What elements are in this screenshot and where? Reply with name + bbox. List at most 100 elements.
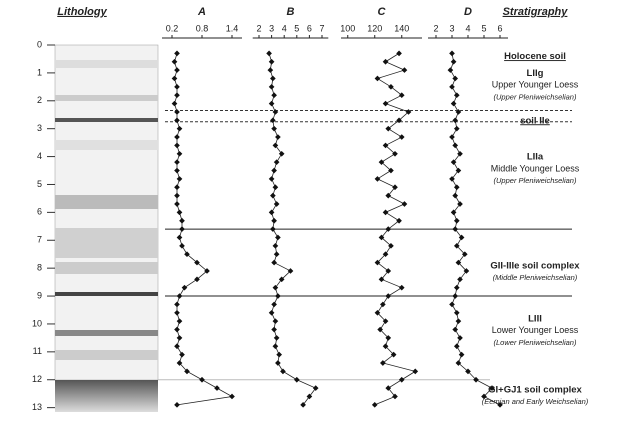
data-point bbox=[275, 234, 281, 241]
x-tick-label: 1.4 bbox=[226, 23, 239, 33]
x-tick-label: 7 bbox=[319, 23, 324, 33]
data-point bbox=[270, 226, 276, 232]
data-point bbox=[194, 276, 200, 283]
unit-name: LIIa bbox=[527, 152, 544, 163]
data-point bbox=[280, 368, 286, 375]
x-tick-label: 6 bbox=[497, 23, 502, 33]
panel-title: A bbox=[197, 6, 206, 18]
data-point bbox=[455, 259, 462, 266]
data-point bbox=[174, 402, 180, 408]
data-point bbox=[179, 243, 185, 249]
data-point bbox=[268, 58, 275, 65]
data-point bbox=[377, 326, 383, 333]
unit-name: LIII bbox=[528, 313, 542, 324]
data-point bbox=[272, 184, 279, 191]
data-point bbox=[176, 335, 183, 341]
depth-tick-label: 8 bbox=[37, 263, 42, 273]
depth-tick-label: 11 bbox=[33, 346, 42, 356]
data-point bbox=[179, 351, 185, 358]
data-point bbox=[271, 326, 277, 333]
data-point bbox=[398, 284, 405, 291]
data-point bbox=[385, 192, 392, 199]
data-point bbox=[378, 159, 385, 165]
data-point bbox=[272, 243, 279, 249]
depth-tick-label: 2 bbox=[37, 95, 42, 105]
data-point bbox=[275, 293, 281, 299]
data-point bbox=[174, 201, 180, 207]
data-point bbox=[300, 402, 306, 408]
data-point bbox=[455, 318, 462, 324]
data-point bbox=[450, 58, 457, 65]
data-point bbox=[458, 351, 465, 358]
panel-title: D bbox=[464, 6, 472, 18]
data-point bbox=[388, 243, 394, 249]
period-label: (Middle Pleniweichselian) bbox=[493, 273, 578, 282]
data-point bbox=[268, 209, 275, 216]
depth-tick-label: 7 bbox=[37, 235, 42, 245]
data-point bbox=[268, 84, 275, 90]
data-point bbox=[465, 368, 471, 375]
data-point bbox=[388, 84, 394, 90]
panel-title: C bbox=[378, 6, 387, 18]
unit-name: soil IIe bbox=[520, 115, 550, 126]
unit-label: Middle Younger Loess bbox=[491, 163, 580, 173]
data-point bbox=[457, 335, 463, 341]
data-point bbox=[199, 376, 205, 383]
panel-title: B bbox=[287, 6, 295, 18]
x-tick-label: 5 bbox=[294, 23, 299, 33]
data-point bbox=[293, 376, 300, 383]
data-point bbox=[174, 84, 180, 90]
depth-tick-label: 6 bbox=[37, 207, 42, 217]
data-point bbox=[174, 92, 180, 99]
x-tick-label: 120 bbox=[367, 23, 382, 33]
data-point bbox=[276, 351, 282, 358]
data-point bbox=[405, 109, 412, 115]
data-point bbox=[452, 192, 459, 199]
data-point bbox=[268, 176, 275, 182]
data-point bbox=[271, 92, 277, 99]
data-point bbox=[452, 226, 459, 232]
data-point bbox=[382, 58, 389, 65]
data-point bbox=[174, 326, 180, 333]
data-point bbox=[412, 368, 419, 375]
data-point bbox=[401, 201, 408, 207]
data-point bbox=[270, 117, 276, 124]
data-point bbox=[268, 309, 275, 316]
data-point bbox=[176, 150, 183, 157]
x-tick-label: 2 bbox=[433, 23, 438, 33]
data-point bbox=[455, 360, 462, 366]
unit-name: GII-IIIe soil complex bbox=[490, 260, 580, 271]
data-point bbox=[452, 142, 459, 149]
data-point bbox=[453, 125, 460, 132]
data-point bbox=[398, 92, 405, 99]
data-point bbox=[174, 134, 180, 140]
data-point bbox=[176, 293, 183, 299]
data-point bbox=[174, 167, 180, 174]
data-point bbox=[271, 167, 277, 174]
data-point bbox=[174, 192, 180, 199]
data-point bbox=[271, 259, 277, 266]
lithology-title: Lithology bbox=[57, 6, 107, 18]
data-point bbox=[378, 276, 385, 283]
data-point bbox=[266, 50, 272, 57]
data-point bbox=[455, 109, 462, 115]
data-point bbox=[449, 301, 455, 308]
data-point bbox=[453, 243, 460, 249]
data-point bbox=[272, 318, 279, 324]
data-point bbox=[270, 75, 276, 82]
data-point bbox=[174, 67, 180, 73]
depth-tick-label: 0 bbox=[37, 39, 42, 49]
data-point bbox=[174, 309, 180, 316]
data-point bbox=[457, 276, 463, 283]
depth-tick-label: 13 bbox=[32, 402, 42, 412]
data-point bbox=[272, 343, 279, 350]
data-point bbox=[449, 176, 455, 182]
data-point bbox=[450, 159, 457, 165]
data-point bbox=[374, 176, 381, 182]
data-point bbox=[273, 159, 280, 165]
data-point bbox=[382, 251, 389, 258]
depth-tick-label: 4 bbox=[37, 151, 42, 161]
data-point bbox=[174, 343, 180, 350]
data-point bbox=[449, 50, 455, 57]
data-point bbox=[385, 293, 392, 299]
